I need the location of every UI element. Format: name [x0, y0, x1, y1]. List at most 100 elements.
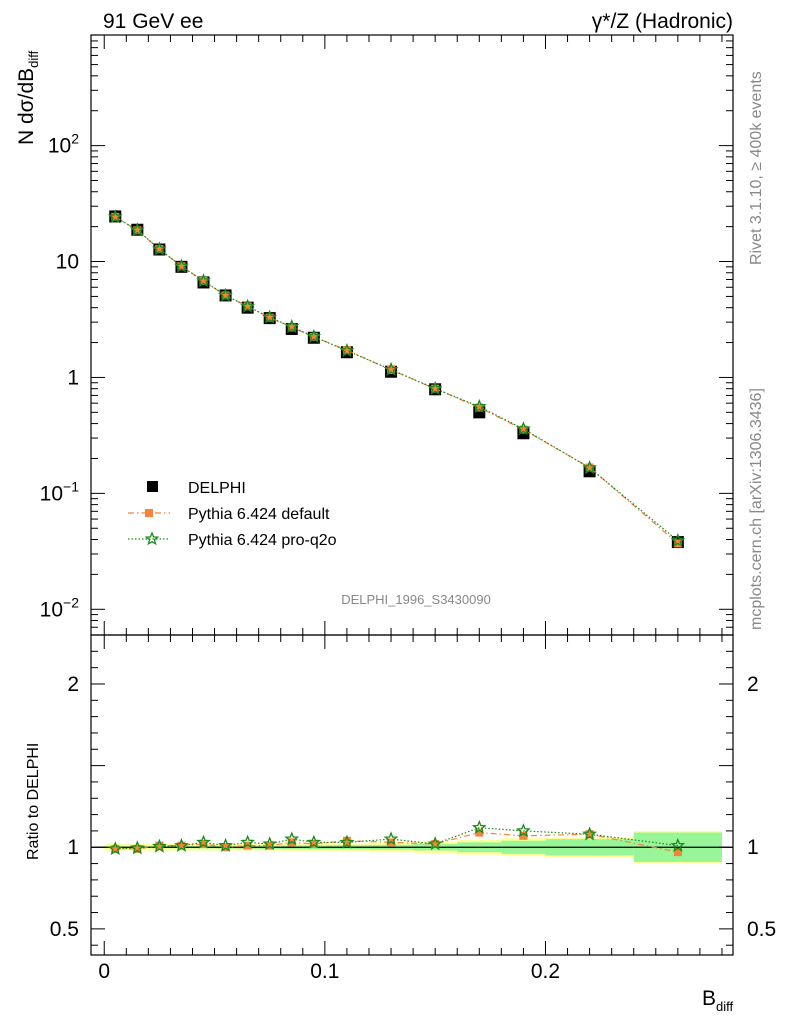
ratio-point-default — [342, 836, 351, 845]
x-axis-label: Bdiff — [702, 987, 734, 1014]
legend-label-proq2o: Pythia 6.424 pro-q2o — [188, 532, 337, 549]
ratio-point-proq2o — [516, 823, 531, 838]
y-tick-label-base: 10 — [40, 482, 63, 505]
header-left-title: 91 GeV ee — [103, 10, 203, 33]
data-point-default — [177, 262, 186, 271]
y-tick-label-exponent: 2 — [71, 131, 79, 147]
data-point-proq2o — [284, 318, 300, 333]
ratio-point-proq2o — [218, 837, 233, 852]
ratio-point-proq2o — [151, 838, 167, 853]
data-point-default — [199, 276, 208, 285]
data-point-proq2o — [339, 342, 355, 358]
data-point-default — [387, 365, 396, 374]
ratio-point-default — [133, 844, 142, 853]
data-point-default — [243, 302, 252, 311]
series-line-default — [114, 216, 679, 544]
data-point-proq2o — [151, 241, 167, 256]
y-tick-label: 102 — [48, 131, 79, 158]
y-tick-label-base: 1 — [67, 366, 79, 389]
data-point-default — [309, 332, 318, 341]
legend: DELPHI Pythia 6.424 default Pythia 6.424… — [128, 480, 337, 549]
ratio-point-default — [199, 839, 208, 848]
legend-marker-delphi — [147, 481, 158, 492]
ratio-point-proq2o — [306, 834, 322, 849]
ratio-point-proq2o — [262, 836, 278, 851]
y-tick-label: 1 — [67, 366, 79, 389]
legend-marker-proq2o — [144, 531, 160, 546]
ratio-point-proq2o — [107, 841, 123, 856]
ratio-tick-label-left: 0.5 — [50, 918, 79, 941]
ratio-point-proq2o — [427, 836, 443, 851]
ratio-point-default — [673, 848, 682, 857]
ratio-point-default — [155, 841, 164, 850]
data-point-default — [111, 212, 120, 221]
x-axis-label-main: B — [702, 987, 716, 1010]
main-panel — [107, 209, 686, 549]
ratio-point-default — [431, 839, 440, 848]
data-point-proq2o — [306, 328, 322, 343]
y-axis-label-main: N dσ/dB — [15, 68, 38, 145]
y-tick-label-exponent: −1 — [63, 478, 79, 494]
data-point-proq2o — [670, 532, 686, 548]
ratio-tick-label-right: 1 — [747, 836, 759, 859]
data-point-proq2o — [174, 258, 189, 273]
ratio-point-default — [475, 828, 484, 837]
data-point-default — [265, 313, 274, 322]
y-tick-label: 10−2 — [40, 594, 80, 621]
y-tick-label: 10−1 — [40, 478, 80, 505]
ratio-point-proq2o — [240, 834, 256, 849]
ratio-point-default — [585, 830, 594, 839]
header-right-title: γ*/Z (Hadronic) — [592, 10, 733, 33]
data-point-proq2o — [262, 309, 278, 324]
data-point-proq2o — [218, 287, 233, 302]
ratio-tick-label-right: 0.5 — [747, 918, 776, 941]
data-point-proq2o — [196, 273, 211, 288]
y-tick-label-base: 10 — [40, 598, 63, 621]
y-axis-label-sub: diff — [26, 50, 41, 67]
data-point-default — [221, 291, 230, 300]
ratio-point-default — [519, 831, 528, 840]
x-axis-label-sub: diff — [716, 999, 733, 1014]
data-point-default — [155, 245, 164, 254]
y-tick-label-base: 10 — [56, 251, 79, 274]
ratio-axis-label: Ratio to DELPHI — [25, 743, 42, 860]
data-point-default — [431, 384, 440, 393]
rivet-version-label: Rivet 3.1.10, ≥ 400k events — [748, 71, 765, 265]
ratio-point-proq2o — [582, 826, 597, 841]
ratio-point-default — [177, 841, 186, 850]
ratio-point-proq2o — [471, 819, 487, 834]
legend-label-default: Pythia 6.424 default — [188, 506, 330, 523]
ratio-tick-label-left: 2 — [67, 673, 79, 696]
ratio-point-default — [309, 839, 318, 848]
data-point-proq2o — [427, 380, 443, 395]
y-tick-label-exponent: −2 — [63, 594, 79, 610]
data-point-default — [519, 425, 528, 434]
data-point-default — [287, 323, 296, 332]
ratio-point-proq2o — [284, 831, 300, 846]
ratio-point-proq2o — [339, 834, 355, 849]
data-point-proq2o — [129, 222, 145, 237]
x-tick-label: 0.2 — [531, 960, 560, 983]
ratio-tick-label-right: 2 — [747, 673, 759, 696]
legend-marker-default — [145, 509, 153, 517]
analysis-id-label: DELPHI_1996_S3430090 — [341, 592, 491, 607]
mcplots-label: mcplots.cern.ch [arXiv:1306.3436] — [748, 388, 765, 630]
data-point-proq2o — [471, 398, 487, 413]
ratio-point-proq2o — [129, 840, 145, 855]
ratio-point-proq2o — [670, 837, 686, 852]
data-point-default — [475, 403, 484, 412]
data-point-proq2o — [582, 460, 597, 475]
ratio-point-default — [111, 844, 120, 853]
x-tick-label: 0.1 — [310, 960, 339, 983]
ratio-point-default — [221, 843, 230, 852]
data-point-proq2o — [383, 361, 399, 376]
ratio-tick-label-left: 1 — [67, 836, 79, 859]
data-point-proq2o — [240, 298, 256, 313]
data-point-default — [585, 463, 594, 472]
legend-label-delphi: DELPHI — [188, 480, 246, 497]
ratio-point-default — [265, 841, 274, 850]
data-point-default — [133, 226, 142, 235]
x-tick-label: 0 — [98, 960, 110, 983]
